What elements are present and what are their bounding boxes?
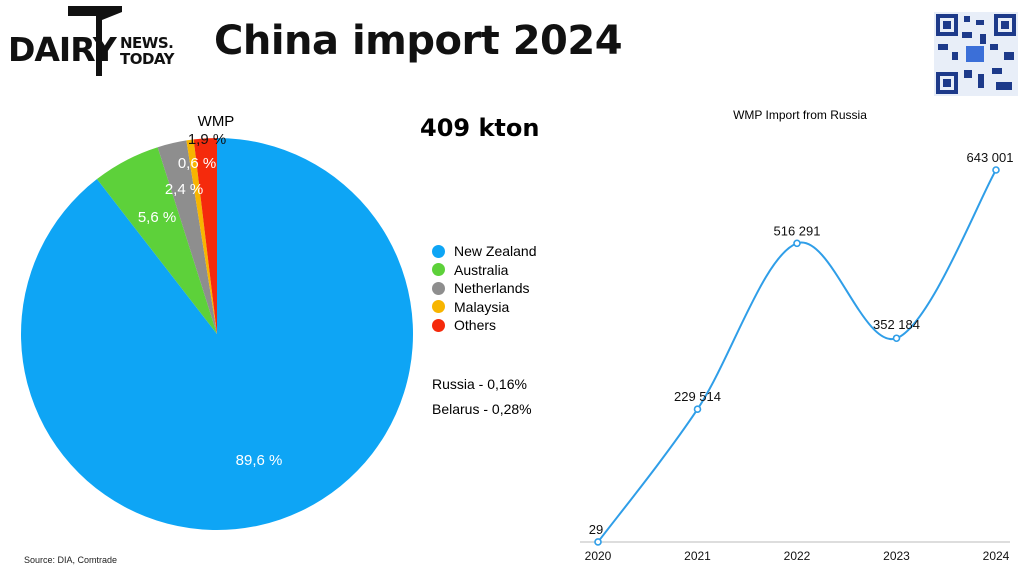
legend-item-malaysia: Malaysia: [432, 298, 537, 317]
data-label-2023: 352 184: [873, 317, 920, 332]
legend-swatch: [432, 263, 445, 277]
line-data-labels: 29 229 514 516 291 352 184 643 001: [589, 150, 1014, 537]
pie-slice-others: [193, 138, 217, 334]
x-tick-labels: 2020 2021 2022 2023 2024: [585, 549, 1010, 563]
legend-item-new-zealand: New Zealand: [432, 242, 537, 261]
pie-label-australia: 5,6 %: [138, 209, 176, 226]
legend-swatch: [432, 318, 445, 332]
legend-swatch: [432, 300, 445, 314]
logo-flag-icon: [68, 6, 122, 76]
page-title: China import 2024: [214, 18, 623, 64]
line-points: [594, 166, 1000, 546]
pie-slice-netherlands: [157, 140, 217, 334]
line-point-2022: [793, 239, 801, 248]
legend-swatch: [432, 244, 445, 258]
data-label-2022: 516 291: [774, 223, 821, 238]
x-tick-2022: 2022: [784, 549, 811, 563]
logo-word-dairy: DAIRY: [8, 30, 117, 69]
legend-label: New Zealand: [454, 243, 537, 260]
logo-word-today: TODAY: [120, 50, 174, 68]
pie-labels: 89,6 % 5,6 % 2,4 % 0,6 % 1,9 %: [138, 131, 283, 469]
line-point-2023: [892, 334, 901, 343]
pie-label-new-zealand: 89,6 %: [236, 452, 283, 469]
line-point-2021: [693, 405, 702, 414]
pie-label-netherlands: 2,4 %: [165, 181, 203, 198]
logo-word-news: NEWS.: [120, 34, 174, 52]
legend-label: Australia: [454, 261, 509, 278]
x-tick-2021: 2021: [684, 549, 711, 563]
line-point-2020: [594, 538, 602, 546]
legend-item-netherlands: Netherlands: [432, 279, 537, 298]
qr-code-icon: [934, 12, 1018, 96]
x-tick-2024: 2024: [983, 549, 1010, 563]
dairy-news-logo: DAIRY NEWS. TODAY: [8, 6, 178, 76]
pie-label-malaysia: 0,6 %: [178, 155, 216, 172]
legend-label: Netherlands: [454, 280, 530, 297]
russia-share-note: Russia - 0,16%: [432, 376, 527, 392]
belarus-share-note: Belarus - 0,28%: [432, 401, 532, 417]
legend-swatch: [432, 281, 445, 295]
pie-slice-malaysia: [186, 139, 217, 334]
pie-slice-australia: [96, 147, 217, 334]
line-chart-title: WMP Import from Russia: [733, 108, 867, 122]
pie-slices: [20, 138, 413, 530]
data-label-2021: 229 514: [674, 389, 721, 404]
legend-label: Malaysia: [454, 298, 510, 315]
legend-label: Others: [454, 317, 497, 334]
legend-item-australia: Australia: [432, 261, 537, 280]
data-label-2020: 29: [589, 522, 603, 537]
pie-label-others: 1,9 %: [188, 131, 226, 148]
source-note: Source: DIA, Comtrade: [24, 555, 118, 565]
x-tick-2020: 2020: [585, 549, 612, 563]
pie-legend: New Zealand Australia Netherlands Malaysia O…: [432, 242, 537, 335]
data-label-2024: 643 001: [967, 150, 1014, 165]
pie-slice-new-zealand: [20, 138, 413, 530]
pie-chart: 89,6 % 5,6 % 2,4 % 0,6 % 1,9 % WMP: [20, 113, 413, 530]
line-point-2024: [992, 166, 1000, 174]
legend-item-others: Others: [432, 316, 537, 335]
pie-title: WMP: [198, 113, 235, 130]
x-tick-2023: 2023: [883, 549, 910, 563]
total-volume: 409 kton: [420, 114, 540, 142]
